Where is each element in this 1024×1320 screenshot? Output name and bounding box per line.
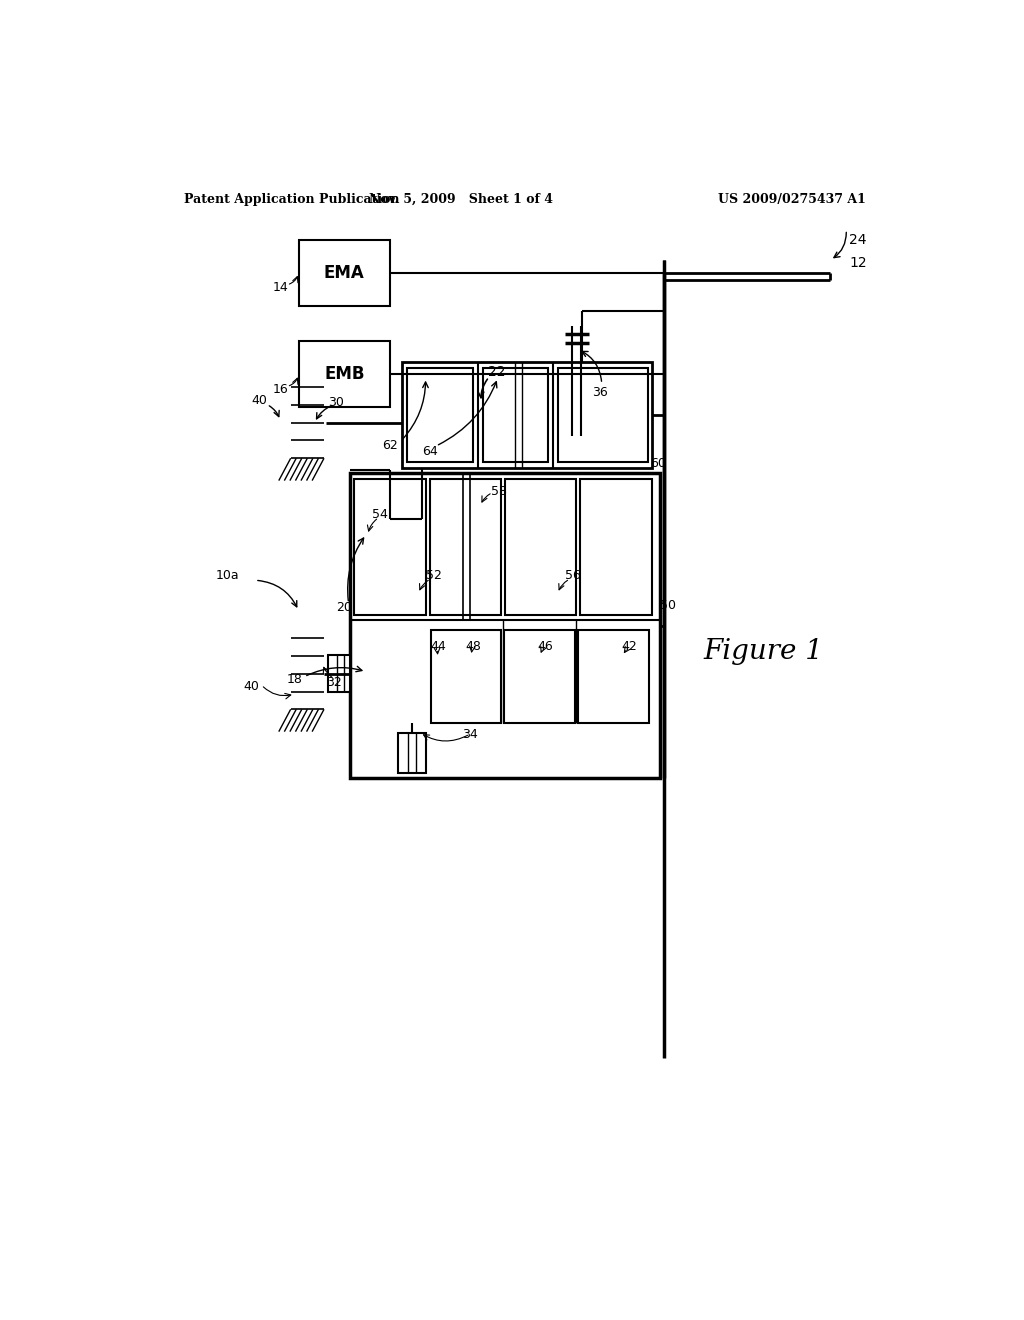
Text: Patent Application Publication: Patent Application Publication: [183, 193, 399, 206]
Text: 18: 18: [287, 673, 303, 686]
Text: 30: 30: [328, 396, 344, 409]
Text: 42: 42: [622, 640, 638, 653]
Text: 56: 56: [565, 569, 581, 582]
Bar: [354, 479, 426, 615]
Bar: [430, 479, 501, 615]
Text: 46: 46: [537, 640, 553, 653]
Bar: [407, 368, 473, 462]
Text: 52: 52: [426, 569, 441, 582]
Bar: [579, 630, 648, 722]
Text: 16: 16: [272, 383, 288, 396]
Text: 40: 40: [243, 680, 259, 693]
Text: 44: 44: [430, 640, 445, 653]
Text: 10a: 10a: [215, 569, 239, 582]
Text: 48: 48: [466, 640, 481, 653]
Text: Nov. 5, 2009   Sheet 1 of 4: Nov. 5, 2009 Sheet 1 of 4: [370, 193, 553, 206]
Bar: [482, 368, 548, 462]
Bar: [581, 479, 652, 615]
Text: 32: 32: [327, 676, 342, 689]
Text: EMA: EMA: [324, 264, 365, 281]
Bar: [505, 630, 574, 722]
Bar: [505, 479, 577, 615]
Text: 60: 60: [650, 457, 666, 470]
Text: 24: 24: [849, 232, 867, 247]
Text: 58: 58: [490, 484, 507, 498]
Bar: [401, 362, 651, 469]
Text: 62: 62: [382, 438, 397, 451]
Bar: [431, 630, 501, 722]
Text: 50: 50: [659, 599, 676, 612]
Text: 14: 14: [272, 281, 288, 294]
Text: 40: 40: [251, 393, 267, 407]
Text: 64: 64: [422, 445, 437, 458]
Bar: [299, 342, 390, 408]
Text: EMB: EMB: [324, 366, 365, 383]
Text: 22: 22: [488, 364, 506, 379]
Bar: [299, 240, 390, 306]
Text: Figure 1: Figure 1: [702, 638, 823, 665]
Text: 34: 34: [462, 727, 478, 741]
Text: 20: 20: [336, 601, 352, 614]
Bar: [350, 474, 659, 779]
Bar: [397, 733, 426, 774]
Text: US 2009/0275437 A1: US 2009/0275437 A1: [718, 193, 866, 206]
Bar: [328, 656, 350, 692]
Text: 54: 54: [373, 508, 388, 521]
Text: 36: 36: [592, 385, 608, 399]
Bar: [558, 368, 648, 462]
Text: 12: 12: [849, 256, 867, 269]
